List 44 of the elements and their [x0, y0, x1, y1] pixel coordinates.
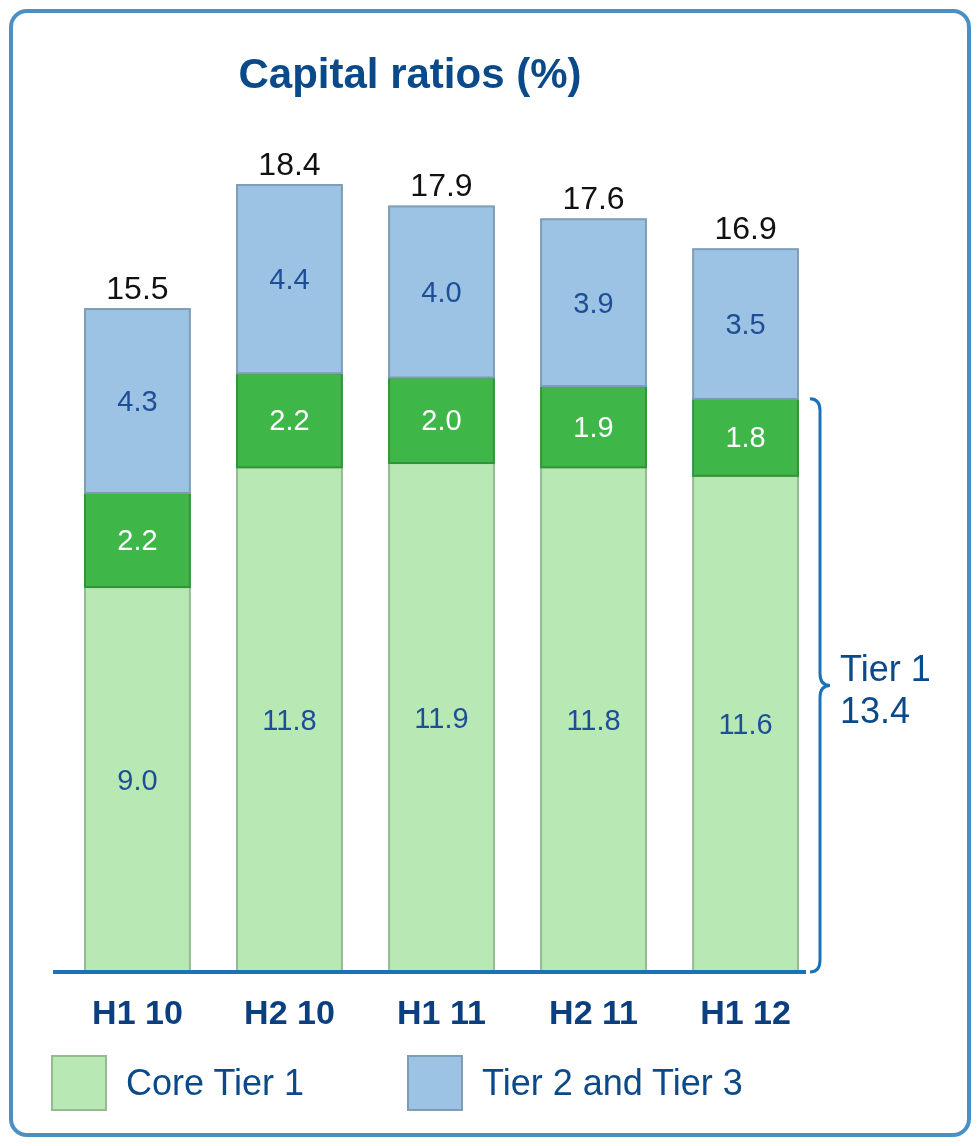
bar — [692, 474, 799, 973]
data-label: 11.6 — [718, 707, 773, 740]
chart-title: Capital ratios (%) — [238, 50, 582, 97]
x-tick-label: H1 11 — [397, 993, 486, 1031]
bar — [84, 308, 191, 494]
text: Tier 1 13.4 — [840, 648, 931, 732]
data-label: 4.4 — [269, 263, 310, 296]
data-label: 11.8 — [262, 703, 317, 736]
bar — [540, 466, 647, 973]
bar — [692, 248, 799, 400]
x-tick-label: H1 12 — [700, 993, 791, 1031]
x-tick-label: H1 10 — [92, 993, 183, 1031]
data-label: 2.2 — [269, 404, 310, 437]
total-label: 17.9 — [410, 167, 473, 204]
bar — [540, 385, 647, 469]
legend-label: Tier 2 and Tier 3 — [482, 1062, 743, 1103]
bar — [540, 218, 647, 388]
total-label: 15.5 — [106, 270, 169, 307]
data-label: 4.0 — [421, 275, 462, 308]
x-tick-label: H2 10 — [244, 993, 335, 1031]
data-label: 11.9 — [414, 701, 469, 734]
bar — [84, 491, 191, 589]
data-label: 2.2 — [117, 524, 158, 557]
bar — [388, 205, 495, 379]
bar — [84, 586, 191, 973]
bar — [236, 466, 343, 973]
data-label: 1.8 — [725, 421, 766, 454]
data-label: 1.9 — [573, 410, 614, 443]
bar — [388, 462, 495, 973]
data-label: 11.8 — [566, 703, 621, 736]
x-tick-label: H2 11 — [549, 993, 638, 1031]
data-label: 4.3 — [117, 385, 158, 417]
bar — [388, 376, 495, 465]
total-label: 16.9 — [714, 210, 777, 247]
data-label: 3.9 — [573, 286, 614, 319]
data-label: 3.5 — [725, 308, 766, 341]
total-label: 17.6 — [562, 180, 625, 217]
bar — [236, 372, 343, 469]
bar — [692, 397, 799, 477]
total-label: 18.4 — [258, 146, 321, 182]
legend-label: Core Tier 1 — [126, 1062, 305, 1103]
data-label: 2.0 — [421, 404, 462, 437]
bar — [236, 184, 343, 375]
data-label: 9.0 — [117, 763, 158, 796]
